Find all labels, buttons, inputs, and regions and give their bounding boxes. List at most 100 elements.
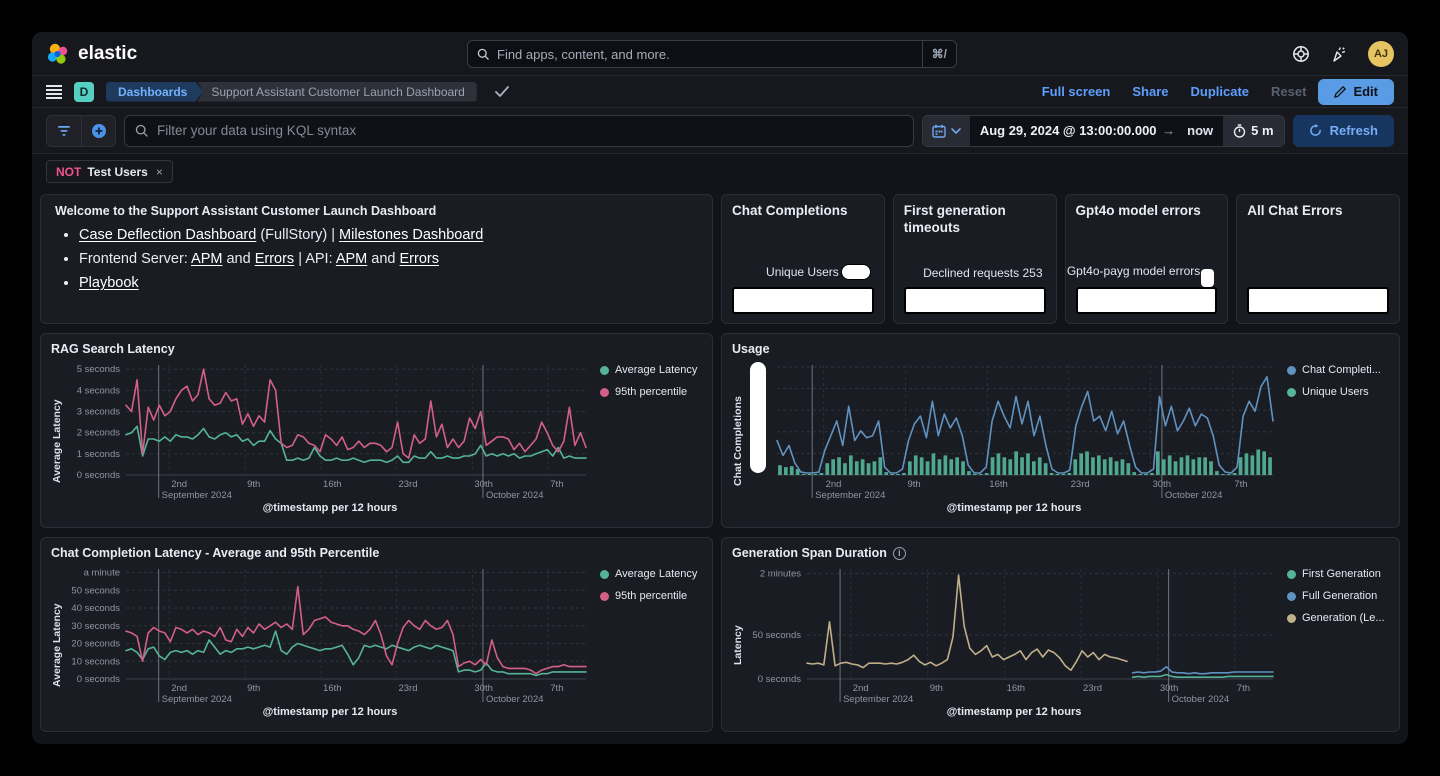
metric-label: Gpt4o-payg model errors — [1067, 262, 1214, 280]
help-icon[interactable] — [1292, 45, 1310, 63]
svg-text:9th: 9th — [907, 479, 920, 490]
date-range-start[interactable]: Aug 29, 2024 @ 13:00:00.000 → — [970, 123, 1187, 138]
filter-pill-operator: NOT — [56, 165, 81, 179]
y-axis-title: Chat Completions — [732, 358, 747, 501]
add-filter-button[interactable] — [81, 116, 115, 146]
redacted-y-axis-labels — [750, 362, 766, 473]
welcome-panel: Welcome to the Support Assistant Custome… — [40, 194, 713, 324]
legend-item-chat-completi[interactable]: Chat Completi... — [1287, 364, 1389, 376]
svg-text:7th: 7th — [1237, 683, 1250, 694]
metric-label: Unique Users — [766, 264, 871, 280]
legend-item-95th-percentile[interactable]: 95th percentile — [600, 386, 702, 398]
menu-icon[interactable] — [46, 85, 62, 99]
link-apm[interactable]: APM — [336, 251, 367, 267]
chart-plot-usage[interactable]: 2nd9th16th23rd30th7thSeptember 2024Octob… — [769, 358, 1281, 501]
action-full-screen[interactable]: Full screen — [1042, 84, 1111, 99]
date-picker: Aug 29, 2024 @ 13:00:00.000 → now 5 m — [922, 115, 1285, 147]
legend-item-full-generation[interactable]: Full Generation — [1287, 590, 1389, 602]
svg-text:5 seconds: 5 seconds — [77, 364, 121, 375]
link-errors[interactable]: Errors — [255, 251, 294, 267]
kql-placeholder: Filter your data using KQL syntax — [157, 123, 356, 138]
plus-circle-icon — [91, 123, 107, 139]
svg-text:16th: 16th — [323, 683, 342, 694]
calendar-icon — [932, 124, 946, 138]
edit-button[interactable]: Edit — [1318, 79, 1394, 105]
y-axis-title: Latency — [732, 562, 747, 705]
legend-item-first-generation[interactable]: First Generation — [1287, 568, 1389, 580]
svg-text:30th: 30th — [474, 683, 493, 694]
svg-text:50 seconds: 50 seconds — [752, 630, 801, 641]
breadcrumb: Dashboards Support Assistant Customer La… — [106, 82, 477, 102]
filter-menu-button[interactable] — [47, 116, 81, 146]
date-arrow: → — [1160, 123, 1177, 138]
metric-label-text: Gpt4o-payg model errors — [1067, 264, 1200, 278]
user-avatar[interactable]: AJ — [1368, 41, 1394, 67]
link-playbook[interactable]: Playbook — [79, 275, 139, 291]
chart-legend: First Generation Full Generation Generatio… — [1281, 562, 1389, 705]
info-icon[interactable]: i — [893, 547, 906, 560]
link-errors[interactable]: Errors — [400, 251, 439, 267]
action-duplicate[interactable]: Duplicate — [1191, 84, 1250, 99]
svg-text:30 seconds: 30 seconds — [71, 621, 120, 632]
svg-text:September 2024: September 2024 — [162, 694, 232, 705]
chart-legend: Average Latency 95th percentile — [594, 562, 702, 705]
legend-item-average-latency[interactable]: Average Latency — [600, 568, 702, 580]
metric-panels: Chat CompletionsUnique UsersFirst genera… — [721, 194, 1400, 324]
welcome-link-list: Case Deflection Dashboard (FullStory) | … — [79, 227, 698, 291]
date-range-end[interactable]: now — [1187, 123, 1223, 138]
svg-text:0 seconds: 0 seconds — [758, 674, 802, 685]
metric-label-text: Declined requests 253 — [923, 266, 1042, 280]
link-milestones-dashboard[interactable]: Milestones Dashboard — [339, 227, 483, 243]
chart-plot-generation-span-duration[interactable]: 0 seconds50 seconds2 minutes2nd9th16th23… — [747, 562, 1281, 705]
legend-item-95th-percentile[interactable]: 95th percentile — [600, 590, 702, 602]
legend-item-unique-users[interactable]: Unique Users — [1287, 386, 1389, 398]
breadcrumb-current-dashboard[interactable]: Support Assistant Customer Launch Dashbo… — [197, 82, 476, 102]
chart-plot-chat-completion-latency-average-and-95th-percentile[interactable]: 0 seconds10 seconds20 seconds30 seconds4… — [66, 562, 594, 705]
y-axis-title: Average Latency — [51, 358, 66, 501]
edit-button-label: Edit — [1353, 84, 1378, 99]
svg-text:20 seconds: 20 seconds — [71, 639, 120, 650]
dashboard-actions: Full screenShareDuplicateReset — [1042, 84, 1307, 99]
svg-text:September 2024: September 2024 — [162, 490, 232, 501]
redacted-metric-value — [904, 287, 1046, 314]
svg-text:September 2024: September 2024 — [815, 490, 885, 501]
filter-pill-not-test-users[interactable]: NOT Test Users × — [46, 160, 173, 183]
global-search-input[interactable]: Find apps, content, and more. ⌘/ — [467, 40, 957, 68]
refresh-button[interactable]: Refresh — [1293, 115, 1394, 147]
dashboard-app-badge[interactable]: D — [74, 82, 94, 102]
legend-item-generation-le[interactable]: Generation (Le... — [1287, 612, 1389, 624]
date-quick-select-button[interactable] — [923, 116, 970, 146]
legend-item-average-latency[interactable]: Average Latency — [600, 364, 702, 376]
newsfeed-icon[interactable] — [1330, 45, 1348, 63]
legend-dot — [600, 570, 609, 579]
svg-text:30th: 30th — [474, 479, 493, 490]
refresh-interval-button[interactable]: 5 m — [1223, 116, 1283, 146]
action-share[interactable]: Share — [1132, 84, 1168, 99]
kql-search-input[interactable]: Filter your data using KQL syntax — [124, 115, 914, 147]
filter-pill-close-icon[interactable]: × — [156, 165, 163, 179]
chart-plot-rag-search-latency[interactable]: 0 seconds1 seconds2 seconds3 seconds4 se… — [66, 358, 594, 501]
link-apm[interactable]: APM — [191, 251, 222, 267]
search-icon — [135, 124, 149, 138]
welcome-text: Frontend Server: — [79, 251, 191, 267]
legend-dot — [1287, 366, 1296, 375]
svg-text:October 2024: October 2024 — [1165, 490, 1223, 501]
welcome-text: (FullStory) | — [256, 227, 339, 243]
global-search-placeholder: Find apps, content, and more. — [497, 47, 915, 62]
svg-text:2 minutes: 2 minutes — [760, 568, 801, 579]
legend-label: Full Generation — [1302, 590, 1377, 602]
elastic-logo[interactable]: elastic — [46, 42, 137, 66]
check-icon — [495, 86, 509, 97]
svg-text:7th: 7th — [1234, 479, 1247, 490]
metric-title: Gpt4o model errors — [1076, 203, 1218, 220]
link-case-deflection-dashboard[interactable]: Case Deflection Dashboard — [79, 227, 256, 243]
dashboard-row-3: Chat Completion Latency - Average and 95… — [40, 537, 1400, 732]
breadcrumb-dashboards[interactable]: Dashboards — [106, 82, 203, 102]
x-axis-title: @timestamp per 12 hours — [747, 706, 1281, 718]
metric-panel-gpt4o-model-errors: Gpt4o model errors Gpt4o-payg model error… — [1065, 194, 1229, 324]
dashboard-row-2: RAG Search LatencyAverage Latency0 secon… — [40, 333, 1400, 528]
welcome-line-2: Frontend Server: APM and Errors | API: A… — [79, 251, 698, 267]
y-axis-title: Average Latency — [51, 562, 66, 705]
welcome-title: Welcome to the Support Assistant Custome… — [55, 204, 698, 218]
svg-text:16th: 16th — [323, 479, 342, 490]
